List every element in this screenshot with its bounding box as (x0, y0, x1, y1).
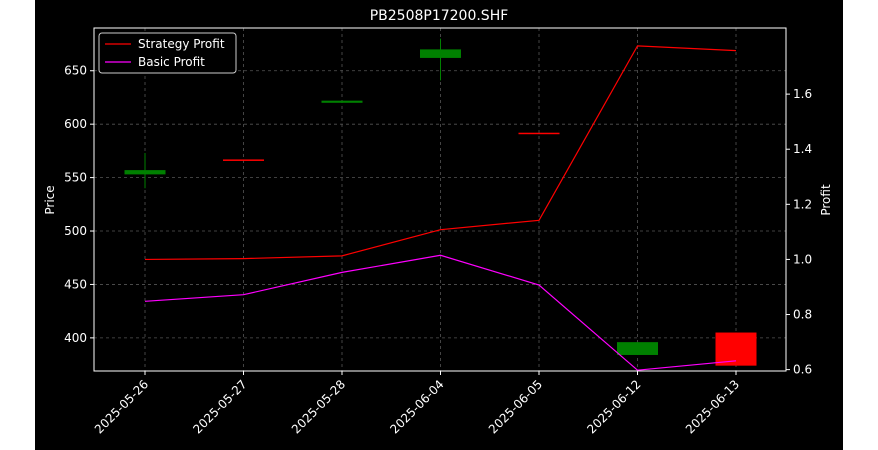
legend-entry: Basic Profit (138, 55, 205, 69)
y2-tick-label: 0.8 (793, 308, 812, 322)
candle-body (124, 170, 166, 175)
legend-entry: Strategy Profit (138, 37, 225, 51)
y2-tick-label: 1.6 (793, 87, 812, 101)
candle-body (321, 100, 363, 103)
y-tick-label: 400 (64, 331, 87, 345)
figure-background (35, 0, 843, 450)
y2-tick-label: 1.0 (793, 252, 812, 266)
y2-tick-label: 1.4 (793, 142, 812, 156)
series-line (144, 45, 737, 261)
candles (124, 38, 757, 366)
y2-axis-label: Profit (819, 184, 833, 216)
y2-tick-label: 0.6 (793, 363, 812, 377)
profit-lines (144, 45, 737, 371)
y2-tick-label: 1.2 (793, 197, 812, 211)
candle-body (518, 132, 560, 135)
y-tick-label: 550 (64, 171, 87, 185)
legend-box (98, 32, 237, 74)
candle-body (617, 342, 658, 355)
y-axis-label: Price (43, 185, 57, 214)
y-tick-label: 600 (64, 117, 87, 131)
candle-body (420, 49, 461, 58)
series-line (144, 254, 737, 371)
y-tick-label: 500 (64, 224, 87, 238)
chart-title: PB2508P17200.SHF (370, 8, 509, 24)
candle-body (715, 332, 757, 366)
y-tick-label: 650 (64, 64, 87, 78)
legend: Strategy Profit Basic Profit (98, 32, 237, 74)
y-tick-label: 450 (64, 277, 87, 291)
candle-body (223, 159, 264, 161)
